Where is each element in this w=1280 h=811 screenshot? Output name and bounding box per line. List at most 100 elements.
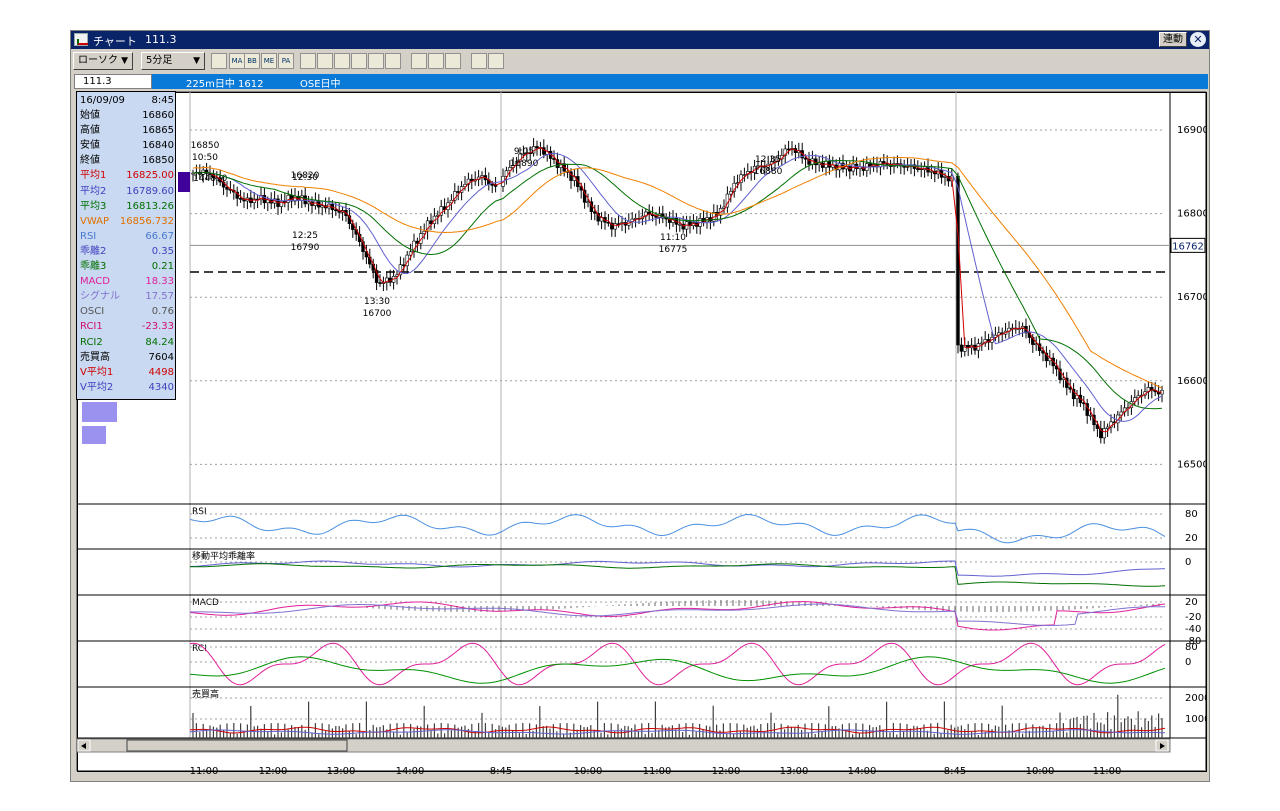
candle-body [582, 189, 587, 203]
price-tick-label: 16800 [1177, 209, 1207, 220]
zoom-icon[interactable] [351, 53, 367, 69]
candle-body [681, 223, 685, 230]
vwap-line [192, 157, 1163, 389]
panel-row-label: 乖離3 [80, 261, 107, 272]
candle-body [535, 146, 539, 149]
panel-row-value: 4498 [148, 366, 174, 378]
eraser-icon[interactable] [445, 53, 461, 69]
candle-body [586, 201, 590, 204]
candle-body [1058, 368, 1062, 380]
subpanel-tick-label: 80 [1185, 642, 1198, 653]
annotation-time: 10:50 [192, 153, 218, 163]
x-tick-label: 13:00 [326, 766, 356, 777]
panel-row-value: 16850 [142, 155, 174, 167]
panel-row-value: 4340 [148, 381, 174, 393]
data-window: 16/09/09 8:45 始値 16860 高値 16865 安値 16840 終値 168… [76, 91, 176, 400]
close-icon[interactable]: ✕ [1190, 32, 1206, 47]
panel-row: シグナル 17.57 [80, 289, 174, 304]
panel-row-value: 0.76 [151, 306, 174, 318]
rsi-line [189, 513, 1166, 544]
panel-row-label: RCI1 [80, 321, 103, 333]
time-axis: 11:00 12:00 13:00 14:00 8:45 10:00 11:00 12:00 1… [76, 766, 1206, 782]
annotation-price: 16775 [659, 245, 688, 255]
candle-body [490, 184, 494, 186]
panel-row: 高値 16865 [80, 123, 174, 138]
chart-type-dropdown[interactable]: ローソク ▼ [73, 52, 133, 70]
x-tick-label: 11:00 [189, 766, 219, 777]
chevron-right-icon [1160, 743, 1165, 749]
annotation-time: 12:30 [292, 173, 318, 183]
me-icon[interactable]: ME [261, 53, 277, 69]
candle-body [1105, 426, 1110, 429]
x-tick-label: 11:00 [1092, 766, 1122, 777]
panel-row-value: 7604 [148, 351, 174, 363]
dev2-line [189, 560, 1166, 577]
current-price-badge [1170, 237, 1206, 253]
pen-icon[interactable] [411, 53, 427, 69]
panel-row: 始値 16860 [80, 108, 174, 123]
chart-area[interactable]: 16900168001670016600165001676214487010:5… [76, 91, 1207, 772]
annotation-time: 12:25 [292, 231, 318, 241]
candle-body [868, 163, 872, 167]
subpanel-tick-label: 0 [1185, 657, 1191, 668]
candle-body [613, 223, 617, 230]
panel-row-value: 16813.26 [126, 200, 174, 212]
signal-line [189, 603, 1165, 626]
subpanel-tick-label: -40 [1185, 624, 1201, 635]
price-tick-label: 16500 [1177, 459, 1207, 470]
candle-body [569, 171, 573, 181]
ma-icon[interactable]: MA [229, 53, 245, 69]
bar-icon[interactable] [385, 53, 401, 69]
candle-body [555, 159, 560, 168]
panel-row: 平均1 16825.00 [80, 168, 174, 183]
scroll-thumb[interactable] [126, 739, 348, 752]
layout-icon[interactable] [211, 53, 227, 69]
panel-row: 乖離2 0.35 [80, 244, 174, 259]
candle-body [929, 170, 934, 173]
renkan-button[interactable]: 連動 [1159, 32, 1187, 47]
candle-body [1102, 428, 1106, 439]
ma2-line [192, 152, 1163, 422]
search-icon[interactable] [471, 53, 487, 69]
cross-icon[interactable] [334, 53, 350, 69]
candle-body [729, 190, 733, 195]
pa-icon[interactable]: PA [278, 53, 294, 69]
panel-row: RCI2 84.24 [80, 335, 174, 350]
candle-body [596, 212, 600, 222]
candle-body [320, 205, 324, 208]
panel-row: 平均3 16813.26 [80, 199, 174, 214]
x-tick-label: 14:00 [847, 766, 877, 777]
bb-icon[interactable]: BB [244, 53, 260, 69]
candle-body [678, 223, 682, 226]
panel-row: 安値 16840 [80, 138, 174, 153]
panel-row-label: MACD [80, 276, 110, 288]
chart-canvas[interactable]: 16900168001670016600165001676214487010:5… [77, 92, 1207, 772]
annotation-price: 16890 [510, 159, 539, 169]
panel-row: 終値 16850 [80, 153, 174, 168]
panel-row-label: 安値 [80, 140, 100, 152]
window-title: チャート [93, 35, 137, 48]
panel-row-value: 0.21 [151, 261, 174, 272]
candle-body [508, 167, 512, 171]
candle-body [827, 160, 832, 168]
subpanel-title: 移動平均乖離率 [192, 550, 255, 562]
panel-row-label: RSI [80, 230, 97, 242]
candle-body [466, 178, 471, 185]
pointer-icon[interactable] [428, 53, 444, 69]
clear-icon[interactable] [488, 53, 504, 69]
candle-body [542, 147, 546, 155]
x-tick-label: 8:45 [943, 766, 967, 777]
candle-body [456, 191, 460, 193]
panel-row-label: V平均2 [80, 381, 114, 393]
trend-icon[interactable] [317, 53, 333, 69]
ma3-line [192, 159, 1163, 410]
candle-body [306, 201, 311, 205]
table-icon[interactable] [368, 53, 384, 69]
code-field[interactable]: 111.3 [74, 74, 152, 89]
interval-dropdown[interactable]: 5分足 ▼ [141, 52, 205, 70]
line-icon[interactable] [300, 53, 316, 69]
subpanel-tick-label: -20 [1185, 612, 1201, 623]
panel-row-label: 終値 [80, 155, 100, 167]
candle-body [453, 191, 457, 201]
candle-body [385, 277, 389, 283]
